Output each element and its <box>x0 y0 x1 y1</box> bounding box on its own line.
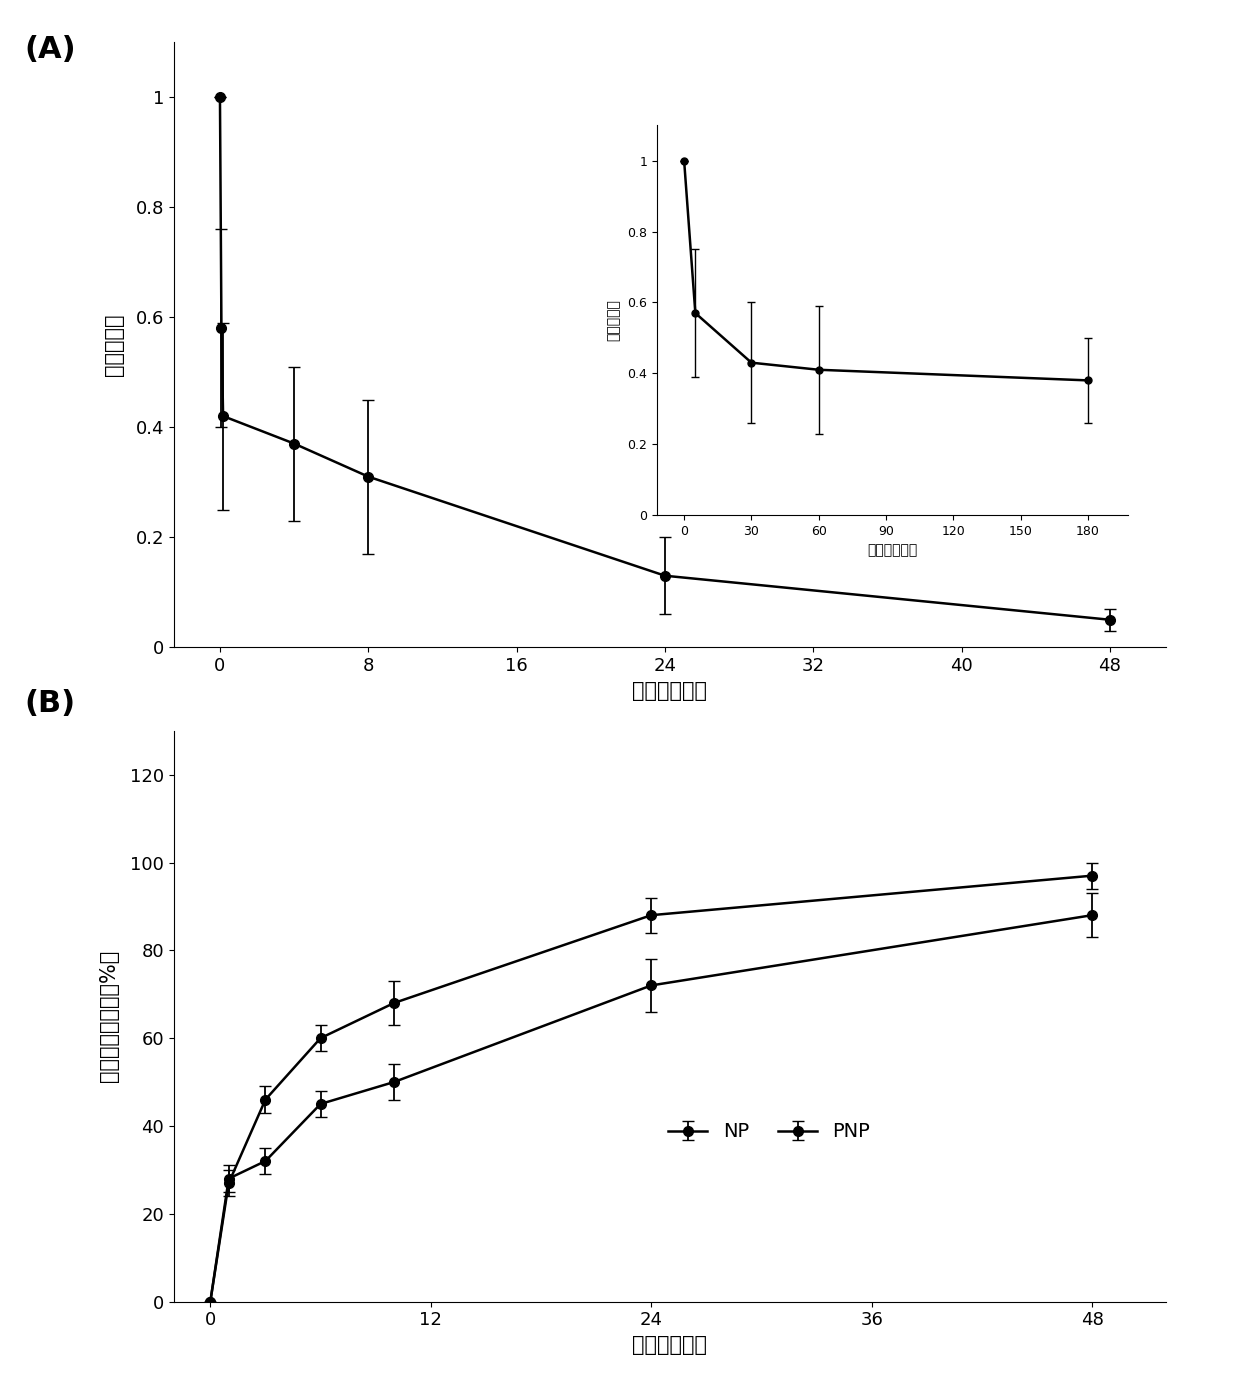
X-axis label: 时间（小时）: 时间（小时） <box>632 681 707 700</box>
Y-axis label: 雷帕霉素释放率（%）: 雷帕霉素释放率（%） <box>99 949 119 1083</box>
Legend: NP, PNP: NP, PNP <box>661 1115 878 1150</box>
Text: (A): (A) <box>25 35 77 64</box>
Text: (B): (B) <box>25 689 76 718</box>
Y-axis label: 归一化荧光: 归一化荧光 <box>606 299 620 341</box>
X-axis label: 时间（小时）: 时间（小时） <box>632 1335 707 1354</box>
Y-axis label: 归一化荧光: 归一化荧光 <box>104 313 124 376</box>
X-axis label: 时间（分钟）: 时间（分钟） <box>868 543 918 557</box>
